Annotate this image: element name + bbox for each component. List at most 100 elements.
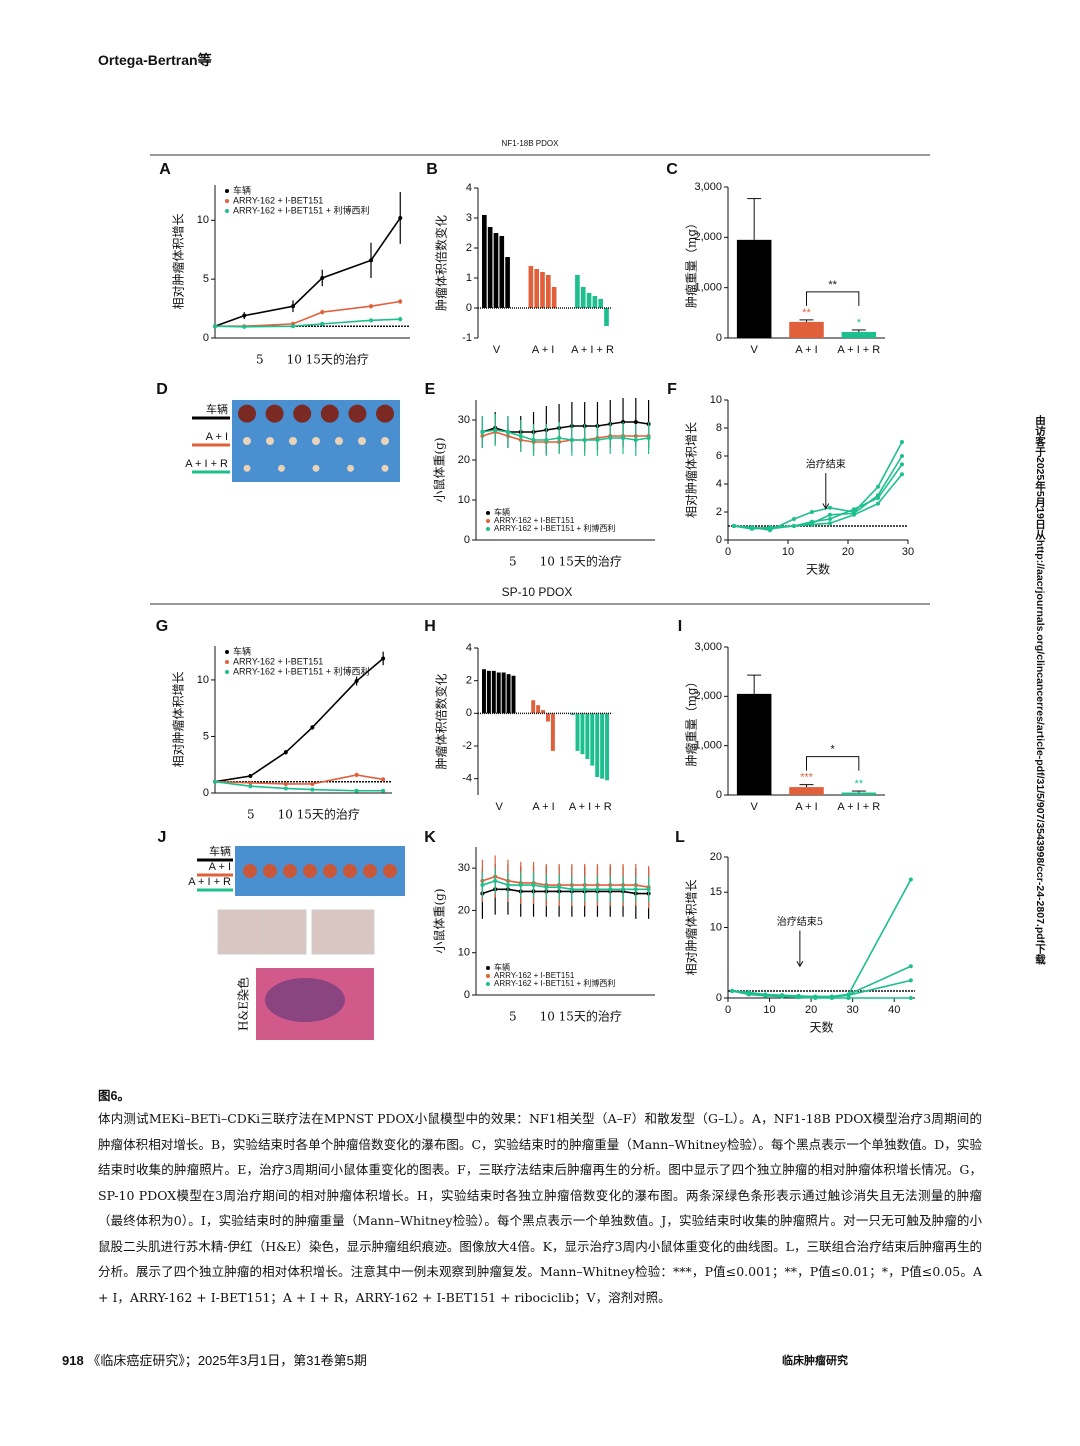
point bbox=[381, 788, 386, 793]
x-tick-label: A + I bbox=[795, 801, 817, 813]
bar bbox=[551, 287, 557, 308]
y-tick-label: -4 bbox=[462, 773, 472, 785]
group-label: A + I + R bbox=[188, 876, 231, 888]
x-axis-label: 5 10 15天的治疗 bbox=[247, 807, 360, 822]
legend-entry: 车辆 bbox=[233, 645, 251, 656]
series-line bbox=[732, 965, 912, 998]
bar bbox=[499, 236, 505, 308]
point bbox=[621, 436, 626, 440]
x-tick-label: A + I + R bbox=[837, 344, 880, 356]
caption-label: 图6。 bbox=[98, 1089, 130, 1103]
point bbox=[283, 750, 288, 755]
bar bbox=[536, 705, 541, 714]
point bbox=[908, 996, 913, 1000]
y-tick-label: 0 bbox=[203, 332, 209, 344]
bar-label: *** bbox=[800, 772, 814, 784]
y-tick-label: 20 bbox=[458, 904, 470, 916]
point bbox=[846, 996, 851, 1000]
y-tick-label: 4 bbox=[466, 182, 472, 194]
bar bbox=[585, 713, 590, 760]
y-tick-label: 2,000 bbox=[694, 690, 722, 702]
bar bbox=[575, 275, 580, 308]
bar bbox=[604, 308, 609, 326]
x-tick-label: 0 bbox=[725, 1004, 731, 1016]
tumor bbox=[238, 404, 256, 423]
bar bbox=[789, 787, 824, 795]
point bbox=[242, 313, 247, 318]
point bbox=[633, 420, 638, 424]
tumor bbox=[293, 404, 312, 423]
tumor bbox=[243, 864, 257, 878]
y-tick-label: 3,000 bbox=[694, 181, 722, 193]
y-tick-label: 0 bbox=[203, 787, 209, 799]
point bbox=[569, 887, 574, 892]
tumor bbox=[383, 864, 397, 878]
y-axis-label: 肿瘤重量（mg） bbox=[684, 675, 699, 766]
point bbox=[480, 883, 485, 888]
point bbox=[608, 436, 613, 440]
point bbox=[369, 258, 373, 263]
y-axis-label: 肿瘤重量（mg） bbox=[684, 217, 699, 308]
point bbox=[248, 780, 253, 785]
panel-letter: D bbox=[156, 381, 168, 398]
point bbox=[531, 438, 536, 442]
bar bbox=[595, 713, 600, 778]
point bbox=[505, 883, 510, 888]
tissue-photo bbox=[261, 909, 307, 955]
point bbox=[763, 993, 768, 998]
point bbox=[582, 438, 587, 442]
y-tick-label: 5 bbox=[203, 273, 209, 285]
bar bbox=[511, 675, 516, 714]
tumor bbox=[358, 437, 366, 445]
bar bbox=[486, 670, 491, 714]
tumor bbox=[243, 464, 251, 472]
annotation: 治疗结束 bbox=[806, 458, 846, 471]
bar bbox=[496, 672, 501, 714]
point bbox=[354, 772, 359, 777]
series-line bbox=[482, 888, 649, 895]
legend-marker bbox=[225, 189, 229, 193]
legend-entry: 车辆 bbox=[233, 184, 251, 195]
series-line bbox=[214, 318, 401, 328]
point bbox=[780, 994, 785, 999]
y-tick-label: 3,000 bbox=[694, 641, 722, 653]
journal: 《临床癌症研究》；2025年3月1日，第31卷第5期 bbox=[87, 1353, 367, 1368]
tumor bbox=[323, 864, 337, 878]
bar bbox=[540, 272, 545, 308]
legend-entry: ARRY-162 + I-BET151 bbox=[233, 656, 323, 666]
series-line bbox=[482, 429, 649, 441]
point bbox=[595, 887, 600, 892]
group-label: 车辆 bbox=[206, 402, 228, 416]
x-tick-label: A + I + R bbox=[571, 344, 614, 356]
bar bbox=[600, 713, 605, 779]
caption: 图6。 体内测试MEKi–BETi–CDKi三联疗法在MPNST PDOX小鼠模型… bbox=[98, 1086, 982, 1310]
point bbox=[810, 522, 814, 527]
significance-bracket bbox=[806, 291, 860, 306]
panel-letter: I bbox=[678, 618, 682, 635]
y-tick-label: 0 bbox=[716, 789, 722, 801]
legend-entry: ARRY-162 + I-BET151 bbox=[233, 195, 323, 205]
point bbox=[768, 526, 772, 531]
x-tick-label: 10 bbox=[763, 1004, 775, 1016]
point bbox=[900, 462, 904, 467]
point bbox=[828, 517, 832, 521]
he-tissue bbox=[265, 978, 345, 1022]
point bbox=[908, 877, 913, 882]
x-tick-label: 40 bbox=[888, 1004, 900, 1016]
y-axis-label: 小鼠体重(g) bbox=[433, 888, 447, 953]
x-tick-label: V bbox=[750, 344, 758, 356]
tumor bbox=[266, 437, 274, 445]
y-tick-label: 1,000 bbox=[694, 740, 722, 752]
y-tick-label: 4 bbox=[716, 478, 722, 490]
y-tick-label: 1,000 bbox=[694, 282, 722, 294]
panel-letter: C bbox=[666, 161, 678, 178]
point bbox=[796, 995, 801, 1000]
bar-label: * bbox=[857, 317, 862, 329]
series-line bbox=[214, 774, 384, 785]
point bbox=[732, 524, 736, 528]
point bbox=[213, 324, 217, 329]
point bbox=[493, 428, 498, 432]
y-tick-label: 15 bbox=[710, 886, 722, 898]
footer-left: 918 《临床癌症研究》；2025年3月1日，第31卷第5期 bbox=[62, 1350, 367, 1369]
